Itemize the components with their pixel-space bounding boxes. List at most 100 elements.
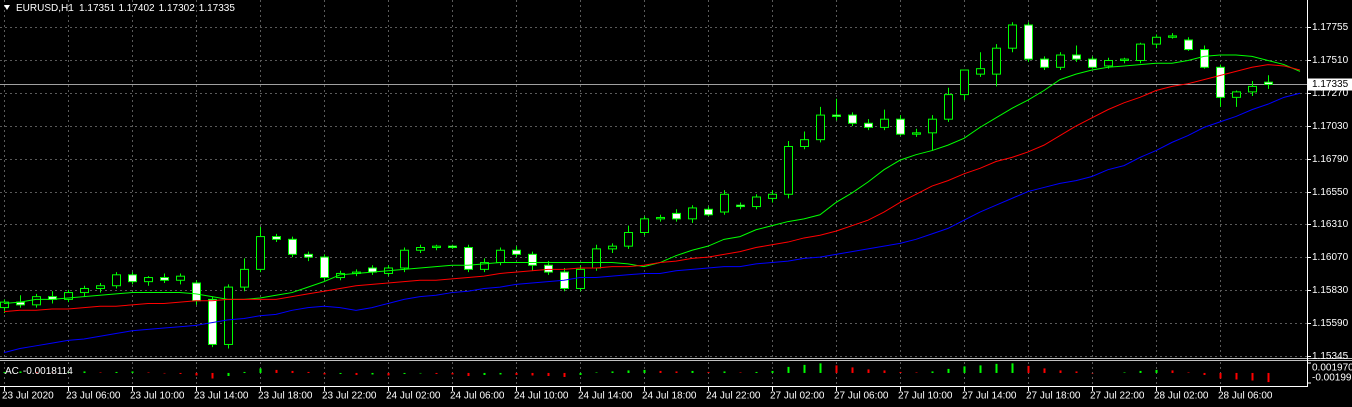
candle-body [32, 296, 41, 306]
candle-body [400, 249, 409, 269]
candle-body [928, 118, 937, 134]
candle-body [992, 47, 1001, 75]
candle-body [880, 118, 889, 128]
y-tick-label: 1.16790 [1312, 154, 1349, 165]
candle-body [1104, 59, 1113, 67]
candle-body [656, 216, 665, 220]
candle-body [96, 285, 105, 289]
candle-body [752, 196, 761, 208]
candle-body [1072, 54, 1081, 60]
candle-body [608, 245, 617, 250]
x-tick-label: 23 Jul 22:00 [322, 391, 377, 402]
candle-body [528, 253, 537, 266]
candle-body [1008, 24, 1017, 49]
y-tick-label: 1.15830 [1312, 285, 1349, 296]
x-tick-label: 23 Jul 18:00 [258, 391, 313, 402]
candle-body [160, 277, 169, 281]
candle-body [896, 118, 905, 135]
current-price-box [1308, 78, 1352, 91]
x-tick-label: 27 Jul 18:00 [1026, 391, 1081, 402]
candle-body [272, 236, 281, 240]
candle-body [592, 248, 601, 269]
candle-body [304, 253, 313, 258]
symbol-menu-icon[interactable] [4, 5, 10, 10]
x-tick-label: 23 Jul 2020 [2, 391, 54, 402]
grid-layer [0, 0, 1307, 386]
candle-body [912, 132, 921, 135]
header-high: 1.17402 [118, 3, 155, 14]
y-tick-label: 1.17270 [1312, 88, 1349, 99]
x-tick-label: 23 Jul 06:00 [66, 391, 121, 402]
candle-body [1232, 91, 1241, 98]
candle-body [784, 145, 793, 195]
candle-body [1024, 24, 1033, 60]
header-close: 1.17335 [199, 3, 236, 14]
candle-body [768, 193, 777, 199]
candle-body [1264, 81, 1273, 85]
candle-body [512, 249, 521, 255]
candle-body [64, 292, 73, 300]
candle-body [144, 277, 153, 283]
x-tick-label: 27 Jul 06:00 [834, 391, 889, 402]
y-tick-label: 1.15345 [1312, 351, 1349, 362]
x-tick-label: 28 Jul 02:00 [1154, 391, 1209, 402]
y-tick-label: 1.16310 [1312, 219, 1349, 230]
candle-body [800, 139, 809, 147]
y-tick-label: 1.16070 [1312, 252, 1349, 263]
candle-body [848, 114, 857, 124]
x-tick-label: 24 Jul 06:00 [450, 391, 505, 402]
candle-body [944, 94, 953, 120]
candle-body [832, 114, 841, 117]
candle-body [1136, 43, 1145, 61]
x-tick-label: 27 Jul 10:00 [898, 391, 953, 402]
candle-body [112, 274, 121, 287]
candle-body [128, 274, 137, 283]
candle-body [448, 245, 457, 249]
y-tick-label: 1.17510 [1312, 55, 1349, 66]
x-tick-label: 23 Jul 14:00 [194, 391, 249, 402]
candle-body [256, 236, 265, 270]
candle-body [192, 282, 201, 302]
x-tick-label: 28 Jul 06:00 [1218, 391, 1273, 402]
indicator-name: AC [5, 366, 19, 377]
candle-body [816, 114, 825, 141]
candle-body [416, 247, 425, 251]
y-tick-label: 1.17755 [1312, 22, 1349, 33]
chart-title: EURUSD,H1 [16, 3, 74, 14]
candle-body [1200, 49, 1209, 68]
candle-body [224, 286, 233, 345]
x-tick-label: 24 Jul 18:00 [642, 391, 697, 402]
y-tick-label: 1.15590 [1312, 318, 1349, 329]
candle-body [176, 275, 185, 281]
chart-header: EURUSD,H1 1.17351 1.17402 1.17302 1.17335 [16, 3, 235, 14]
candle-body [432, 245, 441, 249]
candle-body [544, 264, 553, 273]
indicator-value: -0.0018114 [23, 366, 73, 377]
candle-body [864, 122, 873, 128]
x-tick-label: 23 Jul 10:00 [130, 391, 185, 402]
current-price-label: 1.17335 [1312, 79, 1349, 90]
candle-body [1168, 35, 1177, 38]
candle-body [1056, 54, 1065, 68]
x-tick-label: 24 Jul 22:00 [706, 391, 761, 402]
candle-body [0, 301, 9, 309]
moving-average-line [3, 64, 1301, 313]
moving-average-line [3, 92, 1301, 354]
header-open: 1.17351 [79, 3, 116, 14]
moving-average-line [3, 54, 1301, 304]
candle-body [496, 249, 505, 264]
candle-body [320, 256, 329, 279]
candle-body [1184, 39, 1193, 51]
x-tick-label: 27 Jul 14:00 [962, 391, 1017, 402]
candle-body [464, 247, 473, 270]
x-tick-label: 24 Jul 02:00 [386, 391, 441, 402]
indicator-header: AC -0.0018114 [5, 366, 73, 377]
candle-body [624, 231, 633, 247]
y-tick-label: 0.001970 [1312, 363, 1352, 374]
x-tick-label: 27 Jul 22:00 [1090, 391, 1145, 402]
candle-body [240, 268, 249, 288]
candle-body [336, 272, 345, 279]
candle-body [288, 238, 297, 255]
candle-body [1216, 66, 1225, 98]
